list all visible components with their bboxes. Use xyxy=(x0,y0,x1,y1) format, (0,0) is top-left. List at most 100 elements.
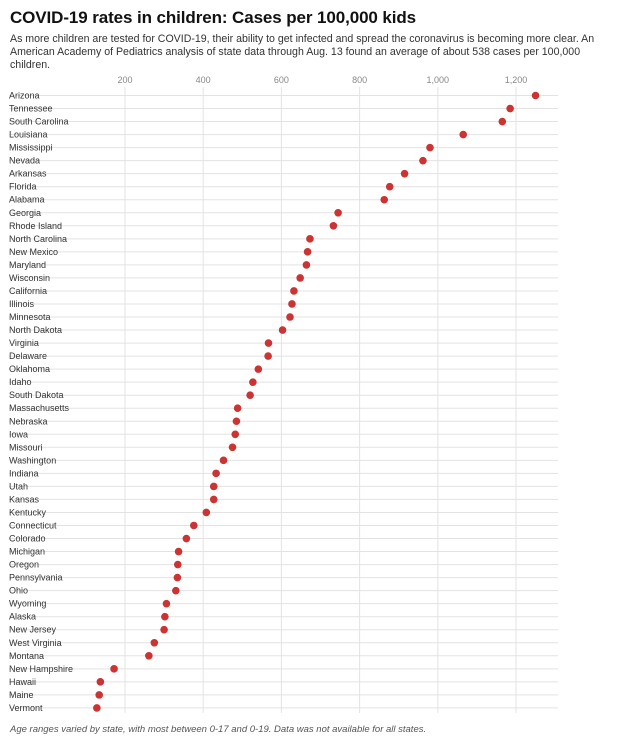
category-label: Minnesota xyxy=(9,312,51,322)
data-point xyxy=(286,313,294,321)
category-label: Illinois xyxy=(9,299,35,309)
category-label: Nevada xyxy=(9,156,40,166)
data-point xyxy=(506,104,514,113)
category-label: Oregon xyxy=(9,560,39,570)
category-label: Virginia xyxy=(9,338,39,348)
category-label: Indiana xyxy=(9,468,39,478)
category-label: Florida xyxy=(9,182,37,192)
category-label: Washington xyxy=(9,455,56,465)
category-label: Colorado xyxy=(9,534,46,544)
category-label: Mississippi xyxy=(9,143,53,153)
category-label: Alaska xyxy=(9,612,36,622)
category-label: Delaware xyxy=(9,351,47,361)
data-point xyxy=(212,469,220,478)
data-point xyxy=(249,378,257,386)
data-point xyxy=(233,404,242,413)
category-label: New Jersey xyxy=(9,625,57,635)
data-point xyxy=(219,456,228,465)
category-label: Iowa xyxy=(9,429,28,439)
x-tick-label: 400 xyxy=(196,75,211,85)
category-label: California xyxy=(9,286,47,296)
x-tick-label: 200 xyxy=(117,75,132,85)
data-point xyxy=(264,339,273,347)
category-label: Alabama xyxy=(9,195,45,205)
category-label: Rhode Island xyxy=(9,221,62,231)
x-tick-label: 1,200 xyxy=(505,75,528,85)
category-label: Kansas xyxy=(9,494,40,504)
chart-subtitle: As more children are tested for COVID-19… xyxy=(10,33,595,71)
data-point xyxy=(419,156,427,165)
category-label: Louisiana xyxy=(9,130,48,140)
data-point xyxy=(150,638,159,647)
category-label: Montana xyxy=(9,651,44,661)
category-label: Pennsylvania xyxy=(9,573,63,583)
data-point xyxy=(329,222,338,230)
data-point xyxy=(93,704,101,712)
data-point xyxy=(162,599,171,608)
category-label: Idaho xyxy=(9,377,32,387)
category-label: Ohio xyxy=(9,586,28,596)
category-label: Wisconsin xyxy=(9,273,50,283)
data-point xyxy=(209,482,218,491)
data-point xyxy=(232,417,241,426)
dot-plot: 200 400 600 800 1,000 1,200 Arizona Tennessee So… xyxy=(9,75,558,713)
category-label: South Carolina xyxy=(9,117,69,127)
data-point xyxy=(531,91,540,100)
category-label: Oklahoma xyxy=(9,364,50,374)
category-label: Michigan xyxy=(9,547,45,557)
category-label: Connecticut xyxy=(9,520,57,530)
x-tick-label: 600 xyxy=(274,75,289,85)
data-point xyxy=(296,274,304,282)
data-point xyxy=(202,508,211,517)
category-label: Tennessee xyxy=(9,104,53,114)
category-label: South Dakota xyxy=(9,390,64,400)
category-label: Wyoming xyxy=(9,599,46,609)
data-point xyxy=(173,560,182,569)
category-label: Maryland xyxy=(9,260,46,270)
data-point xyxy=(288,300,296,308)
category-label: Kentucky xyxy=(9,507,47,517)
data-point xyxy=(290,287,298,295)
data-point xyxy=(380,195,389,204)
data-point xyxy=(254,365,263,373)
data-point xyxy=(334,208,342,217)
category-label: New Hampshire xyxy=(9,664,73,674)
data-point xyxy=(426,143,434,152)
category-label: Vermont xyxy=(9,703,43,713)
data-point xyxy=(172,586,180,595)
data-point xyxy=(95,691,103,699)
x-tick-label: 1,000 xyxy=(427,75,450,85)
category-label: North Dakota xyxy=(9,325,62,335)
data-point xyxy=(209,495,218,504)
category-label: Arkansas xyxy=(9,169,47,179)
data-point xyxy=(110,665,118,673)
data-point xyxy=(160,625,168,634)
data-point xyxy=(145,651,153,660)
category-label: Hawaii xyxy=(9,677,36,687)
data-point xyxy=(385,182,394,191)
data-point xyxy=(306,235,314,243)
data-point xyxy=(190,521,198,530)
data-point xyxy=(161,612,169,621)
data-point xyxy=(174,547,183,556)
x-tick-label: 800 xyxy=(352,75,367,85)
data-point xyxy=(303,248,312,256)
category-label: North Carolina xyxy=(9,234,67,244)
category-label: Utah xyxy=(9,481,28,491)
chart-title: COVID-19 rates in children: Cases per 10… xyxy=(10,8,417,27)
data-point xyxy=(173,573,182,582)
data-point xyxy=(302,261,311,269)
category-label: Nebraska xyxy=(9,416,48,426)
category-label: Arizona xyxy=(9,91,40,101)
data-point xyxy=(246,391,254,399)
data-point xyxy=(498,117,507,126)
chart-footnote: Age ranges varied by state, with most be… xyxy=(10,724,427,735)
data-point xyxy=(231,430,240,439)
category-label: Georgia xyxy=(9,208,41,218)
category-label: Massachusetts xyxy=(9,403,70,413)
category-label: Maine xyxy=(9,690,34,700)
category-label: West Virginia xyxy=(9,638,62,648)
category-label: Missouri xyxy=(9,442,43,452)
data-point xyxy=(459,130,468,139)
